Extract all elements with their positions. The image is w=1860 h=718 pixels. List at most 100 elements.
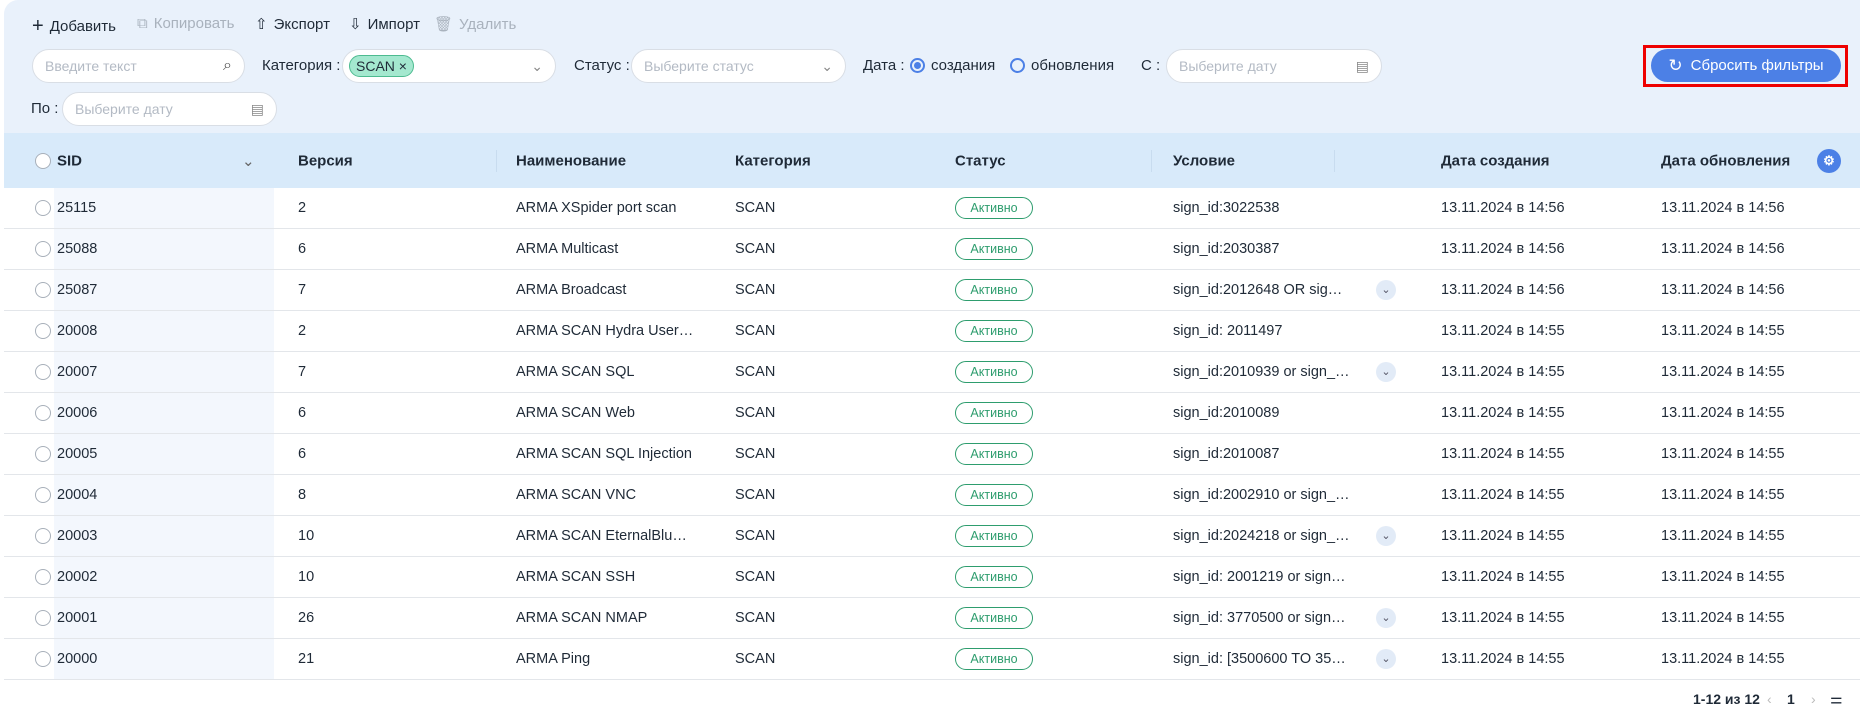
table-row[interactable]: 20004 8 ARMA SCAN VNC SCAN Активно sign_… [4,475,1860,516]
search-input[interactable]: Введите текст ⌕ [32,49,245,83]
cell-category: SCAN [735,487,776,503]
radio-updated[interactable]: обновления [1010,57,1114,74]
prev-page-icon[interactable]: ‹ [1767,691,1772,707]
add-button[interactable]: + Добавить [32,15,116,38]
status-select[interactable]: Выберите статус ⌄ [631,49,846,83]
table-row[interactable]: 20002 10 ARMA SCAN SSH SCAN Активно sign… [4,557,1860,598]
cell-sid: 20003 [57,528,98,544]
row-checkbox[interactable] [35,200,51,216]
row-checkbox[interactable] [35,487,51,503]
cell-name[interactable]: ARMA XSpider port scan [516,200,677,216]
cell-name[interactable]: ARMA SCAN SQL Injection [516,446,692,462]
copy-button[interactable]: ⧉ Копировать [137,15,234,32]
table-row[interactable]: 20006 6 ARMA SCAN Web SCAN Активно sign_… [4,393,1860,434]
cell-name[interactable]: ARMA Broadcast [516,282,627,298]
delete-button[interactable]: 🗑 Удалить [434,15,516,34]
chip-label: SCAN [356,58,395,74]
sid-column-bg [54,434,274,474]
table-row[interactable]: 20005 6 ARMA SCAN SQL Injection SCAN Акт… [4,434,1860,475]
cell-name[interactable]: ARMA Ping [516,651,591,667]
category-chip[interactable]: SCAN × [349,55,414,77]
header-created[interactable]: Дата создания [1441,152,1550,169]
expand-chevron-icon[interactable]: ⌄ [1376,608,1396,628]
header-sid[interactable]: SID [57,152,83,169]
row-checkbox[interactable] [35,569,51,585]
expand-chevron-icon[interactable]: ⌄ [1376,649,1396,669]
column-divider [496,150,497,172]
table-row[interactable]: 25088 6 ARMA Multicast SCAN Активно sign… [4,229,1860,270]
import-button[interactable]: ⇩ Импорт [349,15,420,34]
cell-name[interactable]: ARMA SCAN EternalBlu… [516,528,687,544]
table-row[interactable]: 20001 26 ARMA SCAN NMAP SCAN Активно sig… [4,598,1860,639]
row-checkbox[interactable] [35,405,51,421]
expand-chevron-icon[interactable]: ⌄ [1376,526,1396,546]
table-row[interactable]: 25115 2 ARMA XSpider port scan SCAN Акти… [4,188,1860,229]
sid-column-bg [54,311,274,351]
copy-label: Копировать [153,15,235,32]
rules-table: SID ⌄ Версия Наименование Категория Стат… [4,133,1860,680]
cell-category: SCAN [735,528,776,544]
cell-condition: sign_id:3022538 [1173,200,1280,216]
chevron-down-icon[interactable]: ⌄ [242,152,255,170]
cell-sid: 20002 [57,569,98,585]
table-row[interactable]: 20000 21 ARMA Ping SCAN Активно sign_id:… [4,639,1860,680]
radio-icon [1010,58,1025,73]
status-badge: Активно [955,238,1033,260]
status-badge: Активно [955,525,1033,547]
expand-chevron-icon[interactable]: ⌄ [1376,362,1396,382]
cell-name[interactable]: ARMA SCAN Hydra User… [516,323,694,339]
cell-name[interactable]: ARMA SCAN SSH [516,569,636,585]
to-date-input[interactable]: Выберите дату ▤ [62,92,277,126]
page-settings-icon[interactable]: ⚌ [1830,690,1843,707]
category-label: Категория : [262,57,341,74]
row-checkbox[interactable] [35,610,51,626]
header-status[interactable]: Статус [955,152,1006,169]
close-icon[interactable]: × [398,58,407,74]
header-category[interactable]: Категория [735,152,811,169]
header-name[interactable]: Наименование [516,152,627,169]
cell-name[interactable]: ARMA SCAN NMAP [516,610,648,626]
row-checkbox[interactable] [35,364,51,380]
status-badge: Активно [955,279,1033,301]
calendar-icon: ▤ [1355,57,1369,74]
table-row[interactable]: 20007 7 ARMA SCAN SQL SCAN Активно sign_… [4,352,1860,393]
current-page[interactable]: 1 [1787,691,1795,707]
reset-filters-button[interactable]: ↻ Сбросить фильтры [1651,49,1841,82]
cell-condition: sign_id:2030387 [1173,241,1280,257]
row-checkbox[interactable] [35,282,51,298]
table-header: SID ⌄ Версия Наименование Категория Стат… [4,133,1860,188]
cell-updated: 13.11.2024 в 14:55 [1661,569,1785,585]
row-checkbox[interactable] [35,651,51,667]
select-all-checkbox[interactable] [35,152,51,169]
cell-name[interactable]: ARMA SCAN SQL [516,364,635,380]
expand-chevron-icon[interactable]: ⌄ [1376,280,1396,300]
cell-sid: 25087 [57,282,98,298]
sid-column-bg [54,516,274,556]
pagination-bar: 1-12 из 12 ‹ 1 › ⚌ [4,680,1860,718]
row-checkbox[interactable] [35,528,51,544]
row-checkbox[interactable] [35,323,51,339]
cell-updated: 13.11.2024 в 14:56 [1661,241,1785,257]
category-select[interactable]: SCAN × ⌄ [342,49,556,83]
cell-name[interactable]: ARMA SCAN Web [516,405,635,421]
cell-version: 7 [298,364,307,380]
next-page-icon[interactable]: › [1811,691,1816,707]
row-checkbox[interactable] [35,446,51,462]
from-label: С : [1141,57,1161,74]
export-button[interactable]: ⇧ Экспорт [255,15,330,34]
from-date-input[interactable]: Выберите дату ▤ [1166,49,1382,83]
cell-sid: 20005 [57,446,98,462]
cell-name[interactable]: ARMA Multicast [516,241,619,257]
table-row[interactable]: 20003 10 ARMA SCAN EternalBlu… SCAN Акти… [4,516,1860,557]
cell-name[interactable]: ARMA SCAN VNC [516,487,637,503]
table-row[interactable]: 25087 7 ARMA Broadcast SCAN Активно sign… [4,270,1860,311]
cell-condition: sign_id: [3500600 TO 35… [1173,651,1346,667]
cell-sid: 20008 [57,323,98,339]
table-row[interactable]: 20008 2 ARMA SCAN Hydra User… SCAN Актив… [4,311,1860,352]
header-version[interactable]: Версия [298,152,353,169]
column-settings-icon[interactable]: ⚙ [1817,148,1841,173]
row-checkbox[interactable] [35,241,51,257]
radio-created[interactable]: создания [910,57,995,74]
header-updated[interactable]: Дата обновления [1661,152,1791,169]
header-condition[interactable]: Условие [1173,152,1236,169]
